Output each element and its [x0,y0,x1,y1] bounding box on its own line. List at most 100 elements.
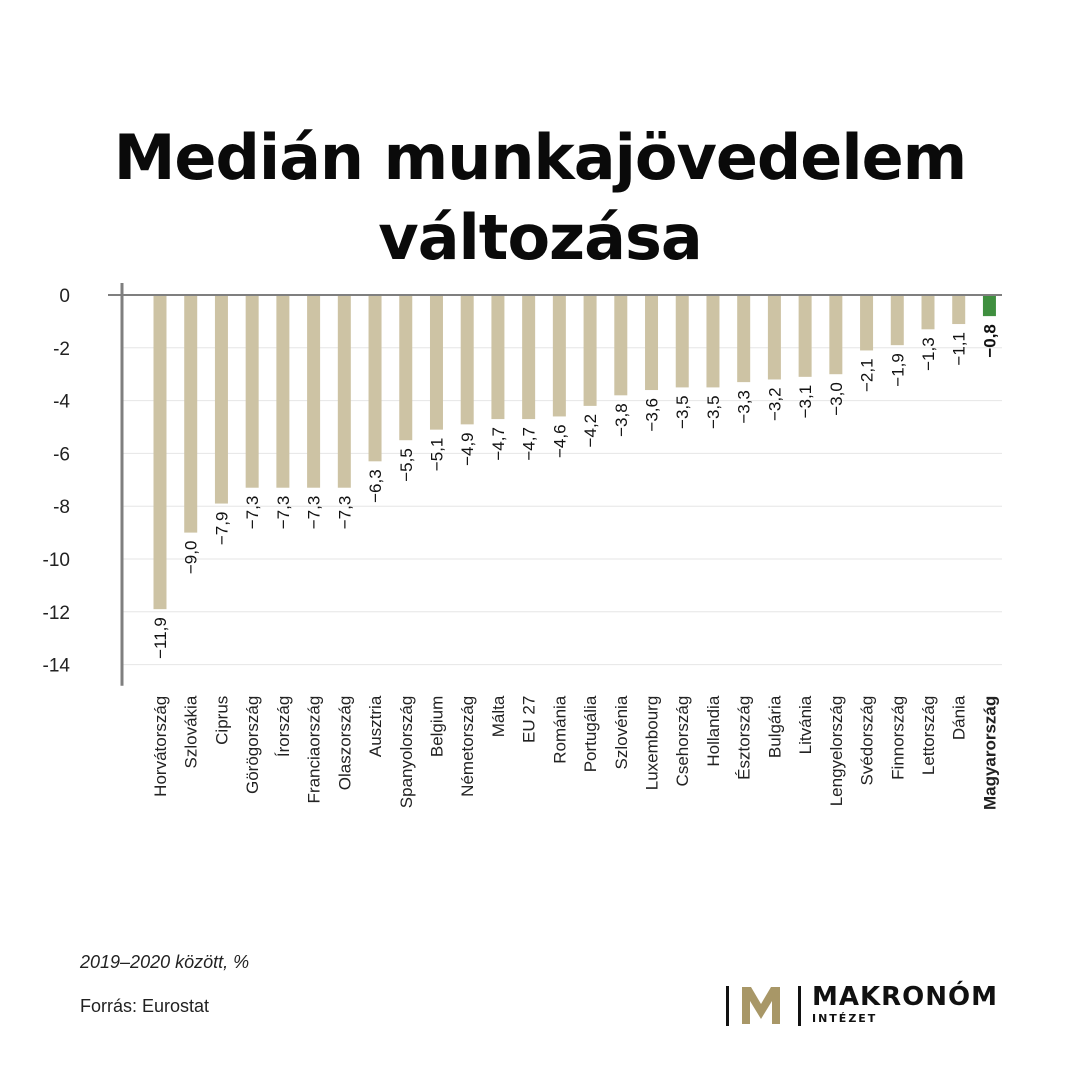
x-tick-label: Franciaország [305,696,324,804]
y-tick-label: -8 [53,497,70,518]
bar [153,295,167,610]
data-label: −3,5 [704,395,723,429]
data-label: −7,3 [274,496,293,530]
bar [522,295,536,420]
data-label: −9,0 [182,541,201,575]
data-label: −0,8 [980,324,999,358]
logo-name: MAKRONÓM [812,982,999,1012]
bar [829,295,843,375]
data-label: −3,6 [643,398,662,432]
logo-divider-left [726,986,729,1026]
bar [921,295,935,330]
chart-title-line-1: Medián munkajövedelem [113,121,968,194]
x-tick-label: Ausztria [366,695,385,757]
bar [860,295,874,351]
data-label: −1,1 [950,332,969,366]
x-tick-label: Hollandia [704,695,723,766]
bar [798,295,812,377]
bar [276,295,290,488]
data-label: −4,7 [489,427,508,461]
data-label: −6,3 [366,469,385,503]
bar [245,295,259,488]
x-tick-label: Görögország [243,696,262,794]
x-tick-label: Lengyelország [827,696,846,807]
bar [552,295,566,417]
data-label: −1,9 [888,353,907,387]
data-label: −3,5 [673,395,692,429]
x-tick-label: EU 27 [520,696,539,743]
x-tick-label: Szlovákia [182,695,201,768]
bar [675,295,689,388]
chart-title: Medián munkajövedelem változása [0,118,1080,278]
x-tick-label: Svédország [858,696,877,786]
bar [491,295,505,420]
x-tick-label: Románia [550,695,569,764]
chart-note: 2019–2020 között, % [80,952,250,972]
data-label: −5,1 [427,438,446,472]
y-tick-label: -14 [43,656,71,677]
x-tick-label: Észtország [735,696,754,780]
data-label: −3,2 [765,387,784,421]
logo-divider-right [798,986,801,1026]
data-label: −3,3 [735,390,754,424]
bar [214,295,228,504]
y-tick-label: 0 [59,286,70,307]
data-label: −3,0 [827,382,846,416]
bar [706,295,720,388]
x-tick-label: Magyarország [980,696,999,810]
x-tick-label: Portugália [581,695,600,772]
logo-m-icon [742,987,780,1024]
bar [952,295,966,325]
data-label: −11,9 [151,617,170,659]
data-label: −7,9 [212,512,231,546]
bar [767,295,781,380]
x-tick-label: Málta [489,695,508,737]
data-label: −7,3 [335,496,354,530]
bar [368,295,382,462]
data-label: −4,9 [458,432,477,466]
bar [737,295,751,383]
data-label: −4,2 [581,414,600,448]
chart-title-line-2: változása [378,201,702,274]
data-label: −3,8 [612,403,631,437]
data-label: −7,3 [243,496,262,530]
x-tick-label: Csehország [673,696,692,787]
bar [645,295,659,391]
data-label: −1,3 [919,337,938,371]
x-tick-label: Belgium [427,696,446,757]
x-tick-label: Finnország [888,696,907,780]
x-tick-label: Lettország [919,696,938,775]
x-tick-label: Ciprus [212,696,231,745]
x-tick-label: Írország [274,696,293,757]
y-tick-label: -10 [43,550,70,571]
data-label: −4,6 [550,424,569,458]
x-tick-label: Horvátország [151,696,170,797]
bar [307,295,321,488]
data-label: −7,3 [305,496,324,530]
x-tick-label: Németország [458,696,477,797]
bar-chart: 0 -2 -4 -6 -8 -10 -12 -14 −11,9 Horvátország −9,0 S… [43,283,1002,810]
bar [460,295,474,425]
chart-source: Forrás: Eurostat [80,996,210,1016]
x-tick-label: Dánia [950,695,969,740]
logo-subtitle: INTÉZET [812,1012,878,1025]
data-label: −2,1 [858,358,877,392]
x-tick-label: Spanyolország [397,696,416,808]
x-tick-label: Luxembourg [643,696,662,791]
y-tick-label: -4 [53,392,70,413]
bar [614,295,628,396]
bar [337,295,351,488]
y-tick-label: -2 [53,339,70,360]
bar [429,295,443,430]
x-tick-label: Szlovénia [612,695,631,769]
data-label: −3,1 [796,385,815,419]
data-label: −5,5 [397,448,416,482]
data-label: −4,7 [520,427,539,461]
bar [982,295,996,317]
x-tick-label: Olaszország [335,696,354,790]
bar [890,295,904,346]
bar [399,295,413,441]
x-tick-label: Litvánia [796,695,815,754]
y-tick-label: -6 [53,444,70,465]
y-tick-label: -12 [43,603,70,624]
